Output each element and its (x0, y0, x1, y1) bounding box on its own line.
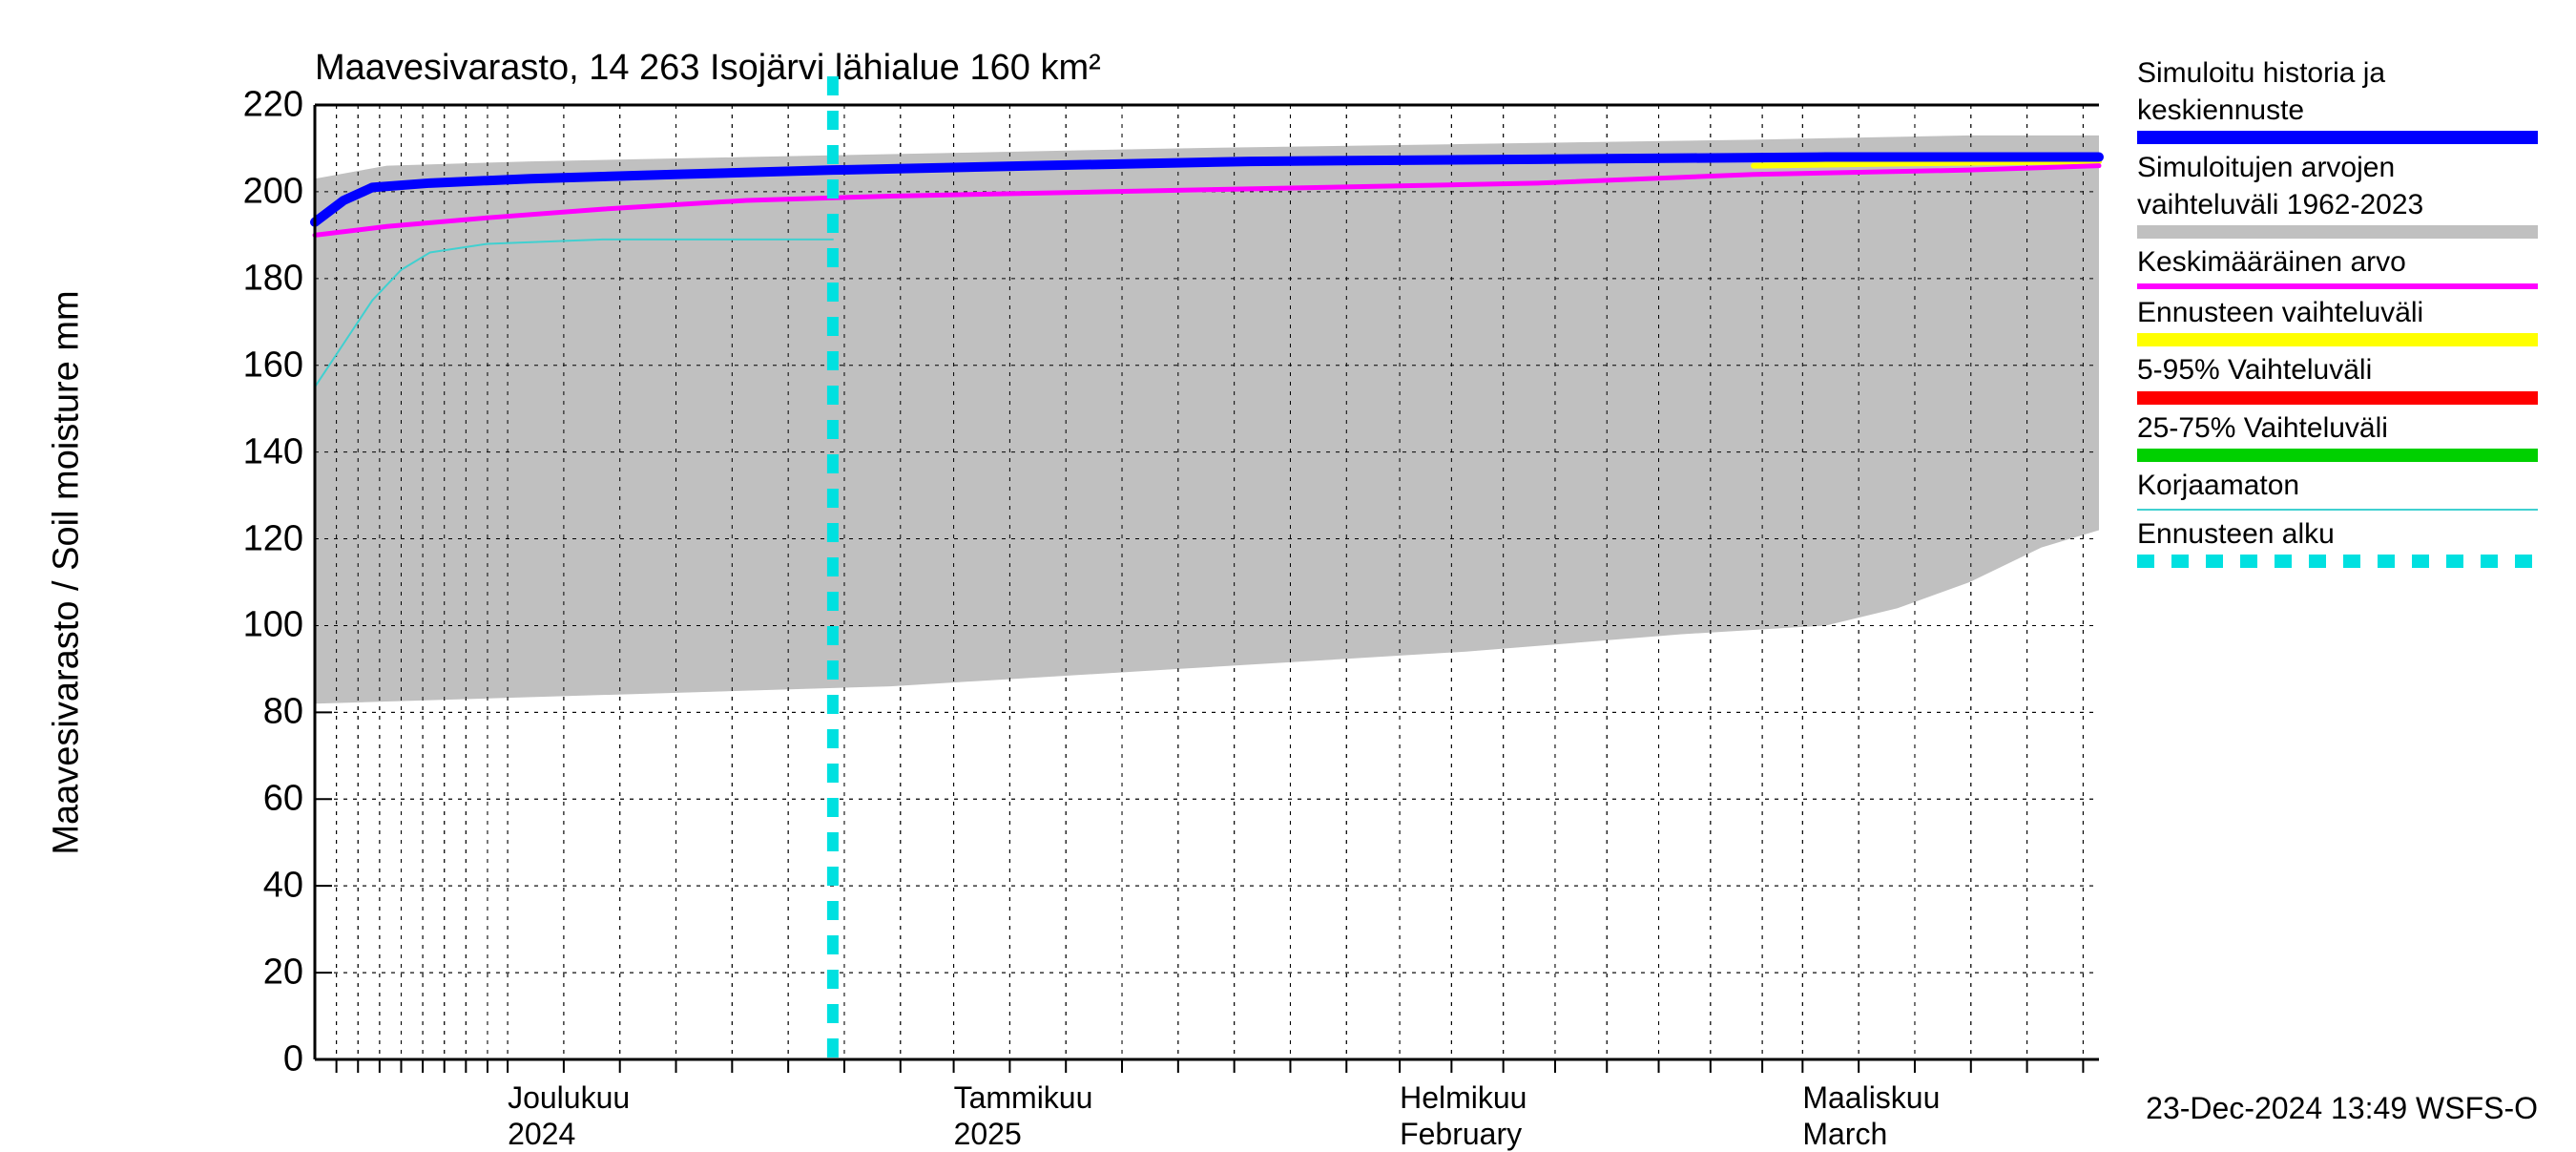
legend-label: Simuloitu historia ja (2137, 57, 2538, 91)
y-tick: 0 (283, 1039, 303, 1080)
y-tick: 20 (263, 953, 303, 994)
legend-swatch (2137, 333, 2538, 346)
legend-label: Ennusteen vaihteluväli (2137, 297, 2538, 330)
y-tick: 80 (263, 692, 303, 733)
legend-item: Ennusteen alku (2137, 518, 2538, 569)
y-tick: 40 (263, 866, 303, 907)
legend-item: Keskimääräinen arvo (2137, 246, 2538, 289)
plot-area (315, 105, 2099, 1059)
x-month-sublabel: 2024 (508, 1117, 575, 1152)
legend-swatch (2137, 555, 2538, 568)
legend-label: keskiennuste (2137, 94, 2538, 128)
legend-label: vaihteluväli 1962-2023 (2137, 189, 2538, 222)
x-month-sublabel: 2025 (954, 1117, 1022, 1152)
legend-label: Keskimääräinen arvo (2137, 246, 2538, 280)
legend-item: 5-95% Vaihteluväli (2137, 354, 2538, 405)
legend-item: Korjaamaton (2137, 470, 2538, 511)
x-month-label: Tammikuu (954, 1080, 1093, 1116)
legend-item: Simuloitujen arvojen vaihteluväli 1962-20… (2137, 152, 2538, 239)
y-tick: 140 (243, 431, 303, 472)
legend-swatch (2137, 509, 2538, 511)
y-tick: 180 (243, 258, 303, 299)
legend-label: Ennusteen alku (2137, 518, 2538, 552)
y-tick: 60 (263, 779, 303, 820)
legend-label: Korjaamaton (2137, 470, 2538, 503)
y-tick: 220 (243, 85, 303, 126)
legend-swatch (2137, 283, 2538, 289)
y-tick: 200 (243, 171, 303, 212)
legend-item: Ennusteen vaihteluväli (2137, 297, 2538, 347)
x-month-label: Maaliskuu (1802, 1080, 1940, 1116)
y-tick: 160 (243, 345, 303, 386)
x-month-label: Joulukuu (508, 1080, 630, 1116)
y-axis-label: Maavesivarasto / Soil moisture mm (47, 290, 88, 854)
legend-label: 5-95% Vaihteluväli (2137, 354, 2538, 387)
x-month-sublabel: February (1400, 1117, 1522, 1152)
chart-title: Maavesivarasto, 14 263 Isojärvi lähialue… (315, 48, 1101, 89)
x-month-sublabel: March (1802, 1117, 1887, 1152)
y-tick: 120 (243, 518, 303, 559)
legend-label: 25-75% Vaihteluväli (2137, 412, 2538, 446)
legend-swatch (2137, 391, 2538, 405)
y-tick: 100 (243, 605, 303, 646)
soil-moisture-chart: Maavesivarasto, 14 263 Isojärvi lähialue… (0, 0, 2576, 1145)
footer-timestamp: 23-Dec-2024 13:49 WSFS-O (2146, 1091, 2538, 1126)
x-month-label: Helmikuu (1400, 1080, 1527, 1116)
legend-item: 25-75% Vaihteluväli (2137, 412, 2538, 463)
legend-item: Simuloitu historia jakeskiennuste (2137, 57, 2538, 144)
legend-swatch (2137, 131, 2538, 144)
legend: Simuloitu historia jakeskiennusteSimuloi… (2137, 57, 2538, 576)
legend-swatch (2137, 225, 2538, 239)
legend-label: Simuloitujen arvojen (2137, 152, 2538, 185)
legend-swatch (2137, 449, 2538, 462)
